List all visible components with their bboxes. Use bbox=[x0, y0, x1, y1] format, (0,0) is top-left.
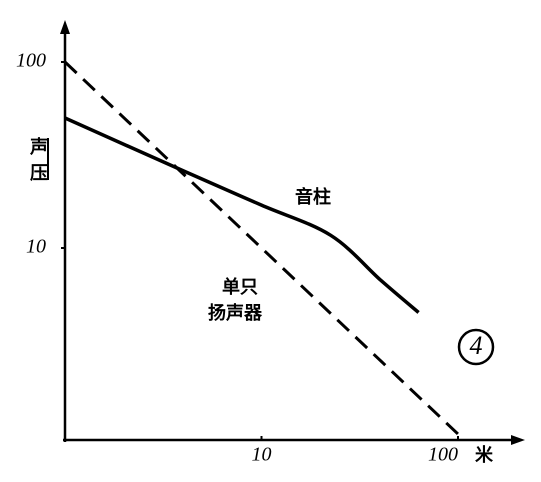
y-tick-label: 10 bbox=[26, 236, 46, 258]
data-line bbox=[64, 116, 420, 314]
x-axis-arrow bbox=[511, 435, 525, 445]
annotation-circle bbox=[457, 328, 495, 366]
x-tick-label: 10 bbox=[252, 444, 272, 466]
series-label: 单只扬声器 bbox=[208, 276, 263, 324]
annotation: 4 bbox=[470, 331, 483, 360]
x-axis-label: 米 bbox=[475, 444, 494, 466]
series-label: 音柱 bbox=[295, 186, 331, 208]
series-label-line: 扬声器 bbox=[208, 302, 263, 324]
series-label-line: 单只 bbox=[222, 276, 258, 298]
y-axis-arrow bbox=[60, 20, 70, 34]
y-axis-label: 声压 bbox=[29, 136, 48, 184]
data-line bbox=[63, 60, 460, 436]
y-tick-label: 100 bbox=[16, 50, 46, 72]
x-tick-label: 100 bbox=[428, 444, 458, 466]
